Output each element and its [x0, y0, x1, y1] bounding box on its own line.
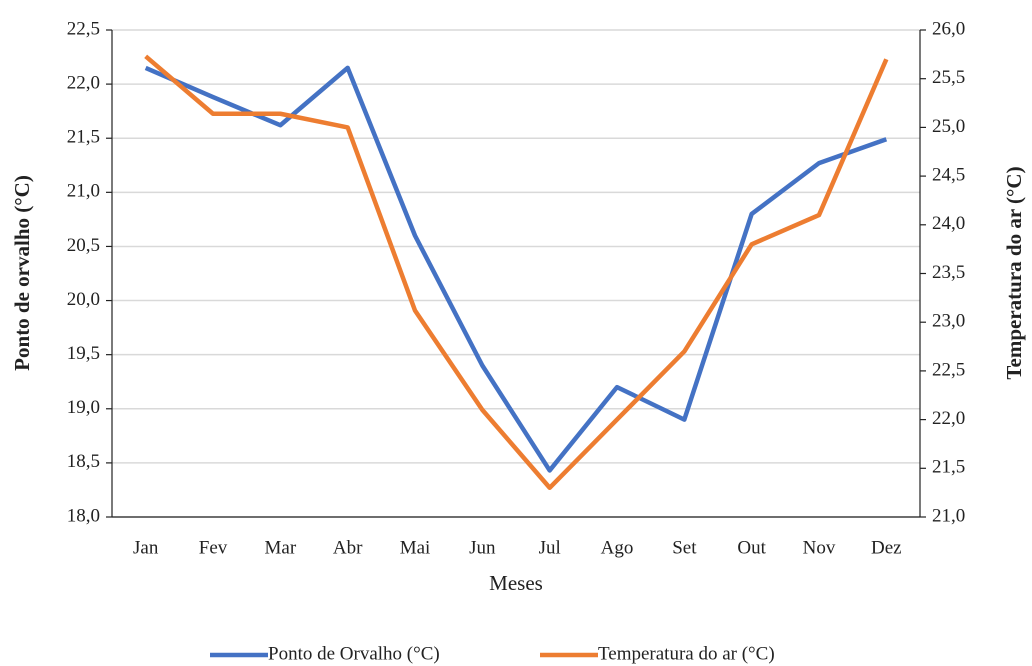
- y-tick-label: 22,0: [67, 72, 100, 93]
- y-tick-label: 20,5: [67, 235, 100, 256]
- line-series: [144, 65, 888, 473]
- y-tick-label: 21,5: [67, 127, 100, 148]
- y2-tick-label: 22,5: [932, 359, 965, 380]
- x-tick-label: Jan: [133, 537, 159, 558]
- y2-tick-label: 26,0: [932, 18, 965, 39]
- x-tick-label: Mar: [265, 537, 297, 558]
- y-tick-label: 22,5: [67, 18, 100, 39]
- x-tick-label: Set: [672, 537, 697, 558]
- line-series: [144, 54, 889, 491]
- y-tick-label: 19,5: [67, 343, 100, 364]
- x-tick-label: Nov: [803, 537, 836, 558]
- y-tick-label: 19,0: [67, 397, 100, 418]
- y2-tick-label: 25,0: [932, 116, 965, 137]
- y-tick-label: 18,0: [67, 505, 100, 526]
- y-tick-label: 18,5: [67, 451, 100, 472]
- x-tick-label: Ago: [601, 537, 634, 558]
- x-tick-label: Dez: [871, 537, 902, 558]
- y2-axis-title: Temperatura do ar (°C): [1002, 166, 1026, 379]
- x-tick-label: Jun: [469, 537, 496, 558]
- y2-tick-label: 24,0: [932, 213, 965, 234]
- y2-tick-label: 23,5: [932, 262, 965, 283]
- legend-label: Temperatura do ar (°C): [598, 643, 775, 664]
- x-tick-label: Jul: [539, 537, 561, 558]
- y-axis-title: Ponto de orvalho (°C): [10, 175, 34, 371]
- y2-tick-label: 23,0: [932, 311, 965, 332]
- x-axis-title: Meses: [489, 571, 543, 595]
- y2-tick-label: 21,5: [932, 457, 965, 478]
- y2-tick-label: 24,5: [932, 164, 965, 185]
- y-tick-label: 20,0: [67, 289, 100, 310]
- x-tick-label: Mai: [400, 537, 431, 558]
- y2-tick-label: 22,0: [932, 408, 965, 429]
- x-tick-label: Fev: [199, 537, 228, 558]
- y-tick-label: 21,0: [67, 181, 100, 202]
- y2-tick-label: 21,0: [932, 505, 965, 526]
- x-tick-label: Abr: [333, 537, 363, 558]
- y2-tick-label: 25,5: [932, 67, 965, 88]
- legend-label: Ponto de Orvalho (°C): [268, 643, 440, 664]
- x-tick-label: Out: [737, 537, 766, 558]
